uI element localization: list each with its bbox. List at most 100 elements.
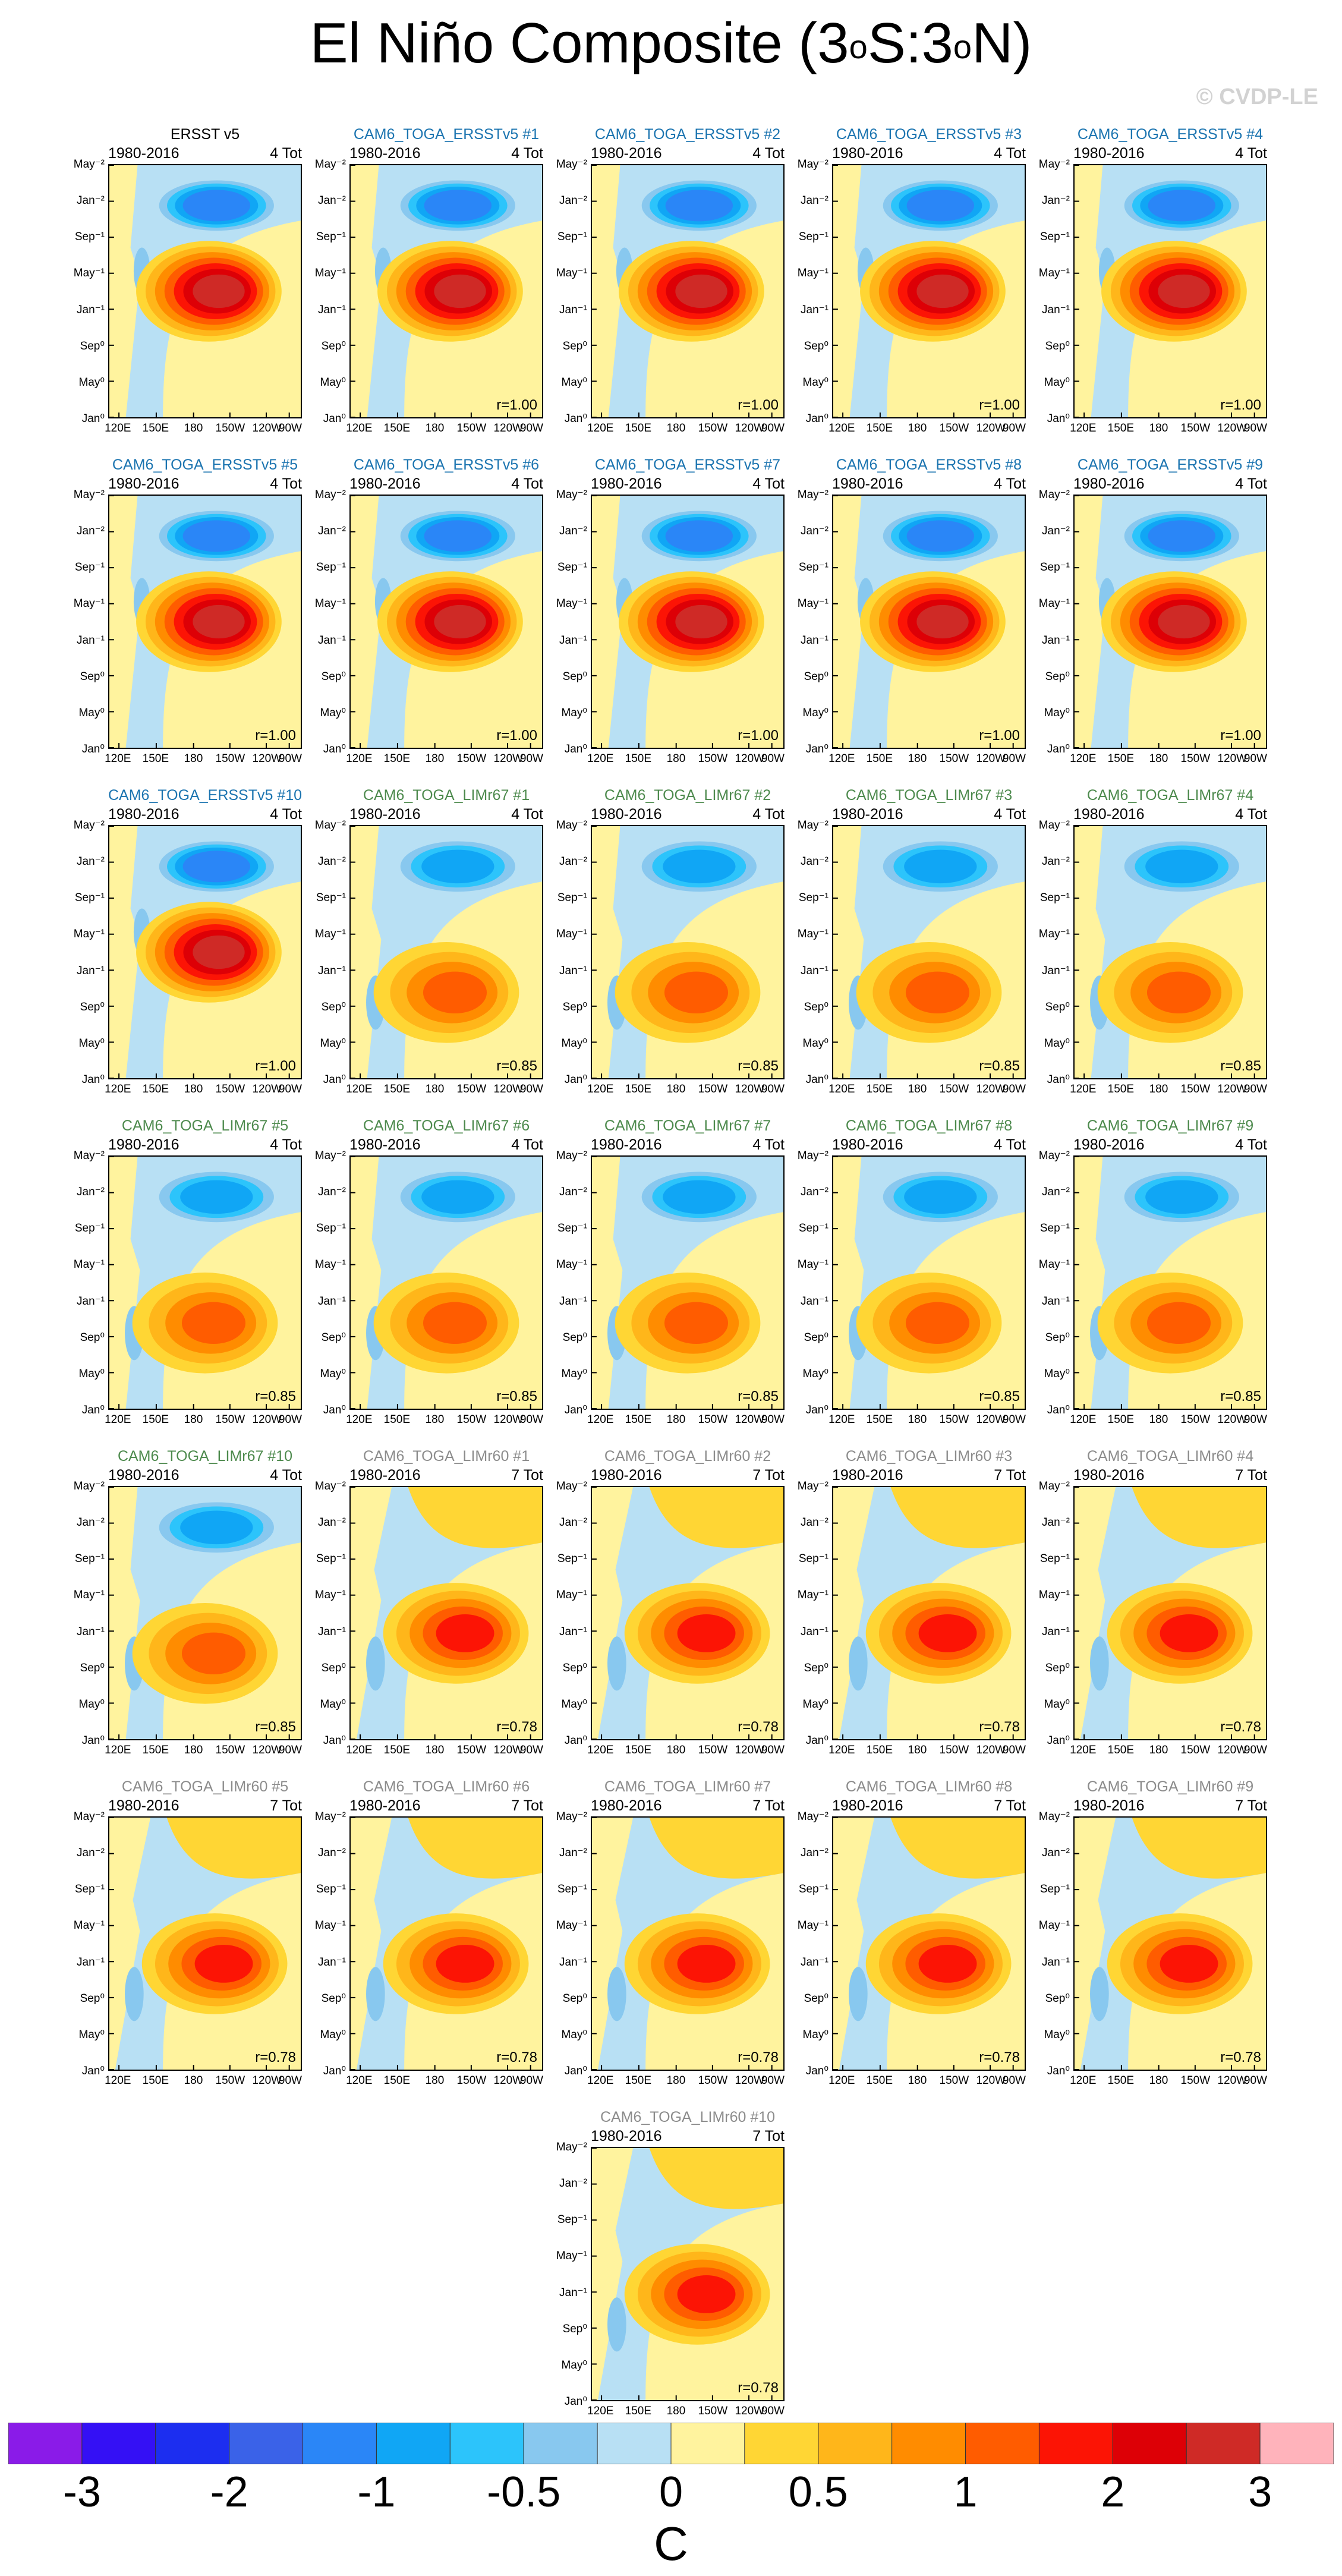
- warm-contour: [436, 1945, 494, 1983]
- pattern-correlation: r=0.85: [255, 1719, 296, 1735]
- cold-contour: [180, 1180, 253, 1214]
- cold-contour: [424, 190, 492, 222]
- x-tick-label: 120E: [346, 1744, 373, 1756]
- warm-contour: [423, 1302, 487, 1344]
- panel: CAM6_TOGA_LIMr67 #3 1980-2016 4 Tot r=0.85: [832, 787, 1026, 1079]
- panel-title: CAM6_TOGA_LIMr67 #1: [363, 787, 530, 804]
- y-tick-label: May⁰: [1044, 1037, 1070, 1050]
- x-tick-label: 150E: [142, 422, 169, 434]
- panel-tot: 7 Tot: [752, 1467, 785, 1484]
- panel: CAM6_TOGA_LIMr60 #5 1980-2016 7 Tot r=0.78: [108, 1778, 302, 2071]
- y-tick-label: May⁻²: [1038, 1480, 1070, 1492]
- y-tick-label: Sep⁰: [80, 670, 105, 683]
- x-tick-label: 120E: [587, 752, 614, 765]
- warm-contour: [675, 274, 727, 308]
- y-tick-label: May⁻¹: [797, 928, 828, 941]
- y-tick-label: Jan⁰: [81, 2065, 105, 2077]
- colorbar-label: -0.5: [487, 2468, 561, 2516]
- y-tick-label: May⁻¹: [73, 1919, 105, 1932]
- y-tick-label: May⁻¹: [797, 1258, 828, 1271]
- y-tick-label: Jan⁰: [323, 743, 346, 755]
- x-tick-label: 180: [666, 1413, 686, 1426]
- x-tick-label: 180: [908, 1744, 927, 1756]
- x-tick-label: 150W: [215, 1744, 245, 1756]
- y-tick-label: Jan⁰: [564, 412, 587, 425]
- y-tick-label: Jan⁻²: [559, 1847, 587, 1860]
- y-tick-label: Sep⁻¹: [798, 1552, 828, 1566]
- y-tick-label: Jan⁻²: [77, 1516, 105, 1529]
- y-tick-label: May⁻¹: [797, 597, 828, 610]
- x-tick-label: 120E: [1070, 1413, 1097, 1426]
- panel-title: CAM6_TOGA_LIMr67 #2: [604, 787, 771, 804]
- y-tick-label: Sep⁻¹: [1039, 231, 1070, 244]
- panel-title: CAM6_TOGA_ERSSTv5 #1: [353, 126, 540, 143]
- y-tick-label: Sep⁻¹: [557, 1883, 587, 1896]
- panel-title: CAM6_TOGA_LIMr60 #9: [1086, 1778, 1254, 1795]
- x-tick-label: 90W: [519, 422, 543, 434]
- panel-tot: 4 Tot: [994, 1136, 1026, 1153]
- x-tick-label: 90W: [519, 752, 543, 765]
- x-tick-label: 150E: [1107, 2074, 1135, 2087]
- west-warm-strip: [351, 496, 382, 748]
- colorbar-swatch: [81, 2423, 156, 2464]
- panel: CAM6_TOGA_LIMr60 #3 1980-2016 7 Tot r=0.78: [832, 1448, 1026, 1740]
- y-tick-label: Sep⁻¹: [798, 561, 828, 574]
- top-warm: [1132, 1818, 1266, 1879]
- heatmap: [351, 826, 542, 1078]
- panel-tot: 4 Tot: [752, 145, 785, 162]
- y-tick-label: Jan⁰: [805, 1734, 828, 1747]
- plot-area: r=0.78: [349, 1816, 543, 2071]
- y-tick-label: Jan⁰: [1047, 412, 1070, 425]
- y-tick-label: May⁰: [561, 706, 587, 719]
- x-tick-label: 90W: [761, 1413, 785, 1426]
- plot-area: r=0.78: [108, 1816, 302, 2071]
- x-tick-label: 120E: [828, 1413, 855, 1426]
- y-tick-label: May⁻²: [314, 819, 346, 832]
- y-tick-label: Jan⁻¹: [1042, 1625, 1070, 1638]
- x-tick-label: 120E: [1070, 752, 1097, 765]
- panel-years: 1980-2016: [832, 475, 903, 492]
- plot-area: r=1.00: [591, 164, 785, 418]
- y-tick-label: May⁻²: [1038, 1150, 1070, 1162]
- pattern-correlation: r=0.85: [979, 1388, 1020, 1404]
- y-tick-label: May⁻¹: [73, 597, 105, 610]
- y-tick-label: May⁻²: [556, 819, 587, 832]
- y-tick-label: May⁰: [1044, 706, 1070, 719]
- cold-contour: [421, 849, 494, 884]
- heatmap: [592, 826, 783, 1078]
- y-tick-label: May⁻²: [556, 1150, 587, 1162]
- x-tick-label: 150W: [939, 1744, 969, 1756]
- x-tick-label: 120W: [735, 2074, 765, 2087]
- panel: CAM6_TOGA_LIMr67 #5 1980-2016 4 Tot r=0.85: [108, 1117, 302, 1410]
- top-warm: [166, 1818, 301, 1879]
- x-tick-label: 120W: [493, 752, 524, 765]
- x-tick-label: 120W: [252, 422, 282, 434]
- panel: CAM6_TOGA_LIMr60 #2 1980-2016 7 Tot r=0.78: [591, 1448, 785, 1740]
- top-warm: [649, 1487, 783, 1548]
- x-tick-label: 120E: [105, 422, 131, 434]
- y-tick-label: May⁻¹: [556, 2250, 587, 2263]
- colorbar-swatch: [376, 2423, 451, 2464]
- y-tick-label: May⁰: [1044, 1698, 1070, 1711]
- x-tick-label: 120W: [252, 1413, 282, 1426]
- x-tick-label: 150E: [1107, 1083, 1135, 1095]
- x-tick-label: 180: [425, 1744, 445, 1756]
- y-tick-label: Sep⁻¹: [74, 231, 105, 244]
- west-warm-strip: [1075, 1157, 1105, 1409]
- pattern-correlation: r=0.85: [496, 1388, 537, 1404]
- plot-area: r=0.78: [832, 1816, 1026, 2071]
- plot-area: r=0.85: [832, 1155, 1026, 1410]
- panel-tot: 7 Tot: [511, 1467, 543, 1484]
- y-tick-label: May⁰: [561, 2358, 587, 2372]
- y-tick-label: May⁰: [78, 706, 105, 719]
- panel-title: CAM6_TOGA_ERSSTv5 #3: [836, 126, 1022, 143]
- x-tick-label: 90W: [1243, 1744, 1267, 1756]
- x-tick-label: 180: [1149, 1744, 1168, 1756]
- y-tick-label: Sep⁰: [80, 339, 105, 352]
- colorbar-swatch: [1186, 2423, 1261, 2464]
- x-tick-label: 150E: [383, 752, 411, 765]
- y-tick-label: May⁰: [320, 376, 346, 389]
- y-tick-label: Sep⁻¹: [557, 231, 587, 244]
- x-tick-label: 120W: [493, 2074, 524, 2087]
- x-tick-label: 150W: [456, 1413, 487, 1426]
